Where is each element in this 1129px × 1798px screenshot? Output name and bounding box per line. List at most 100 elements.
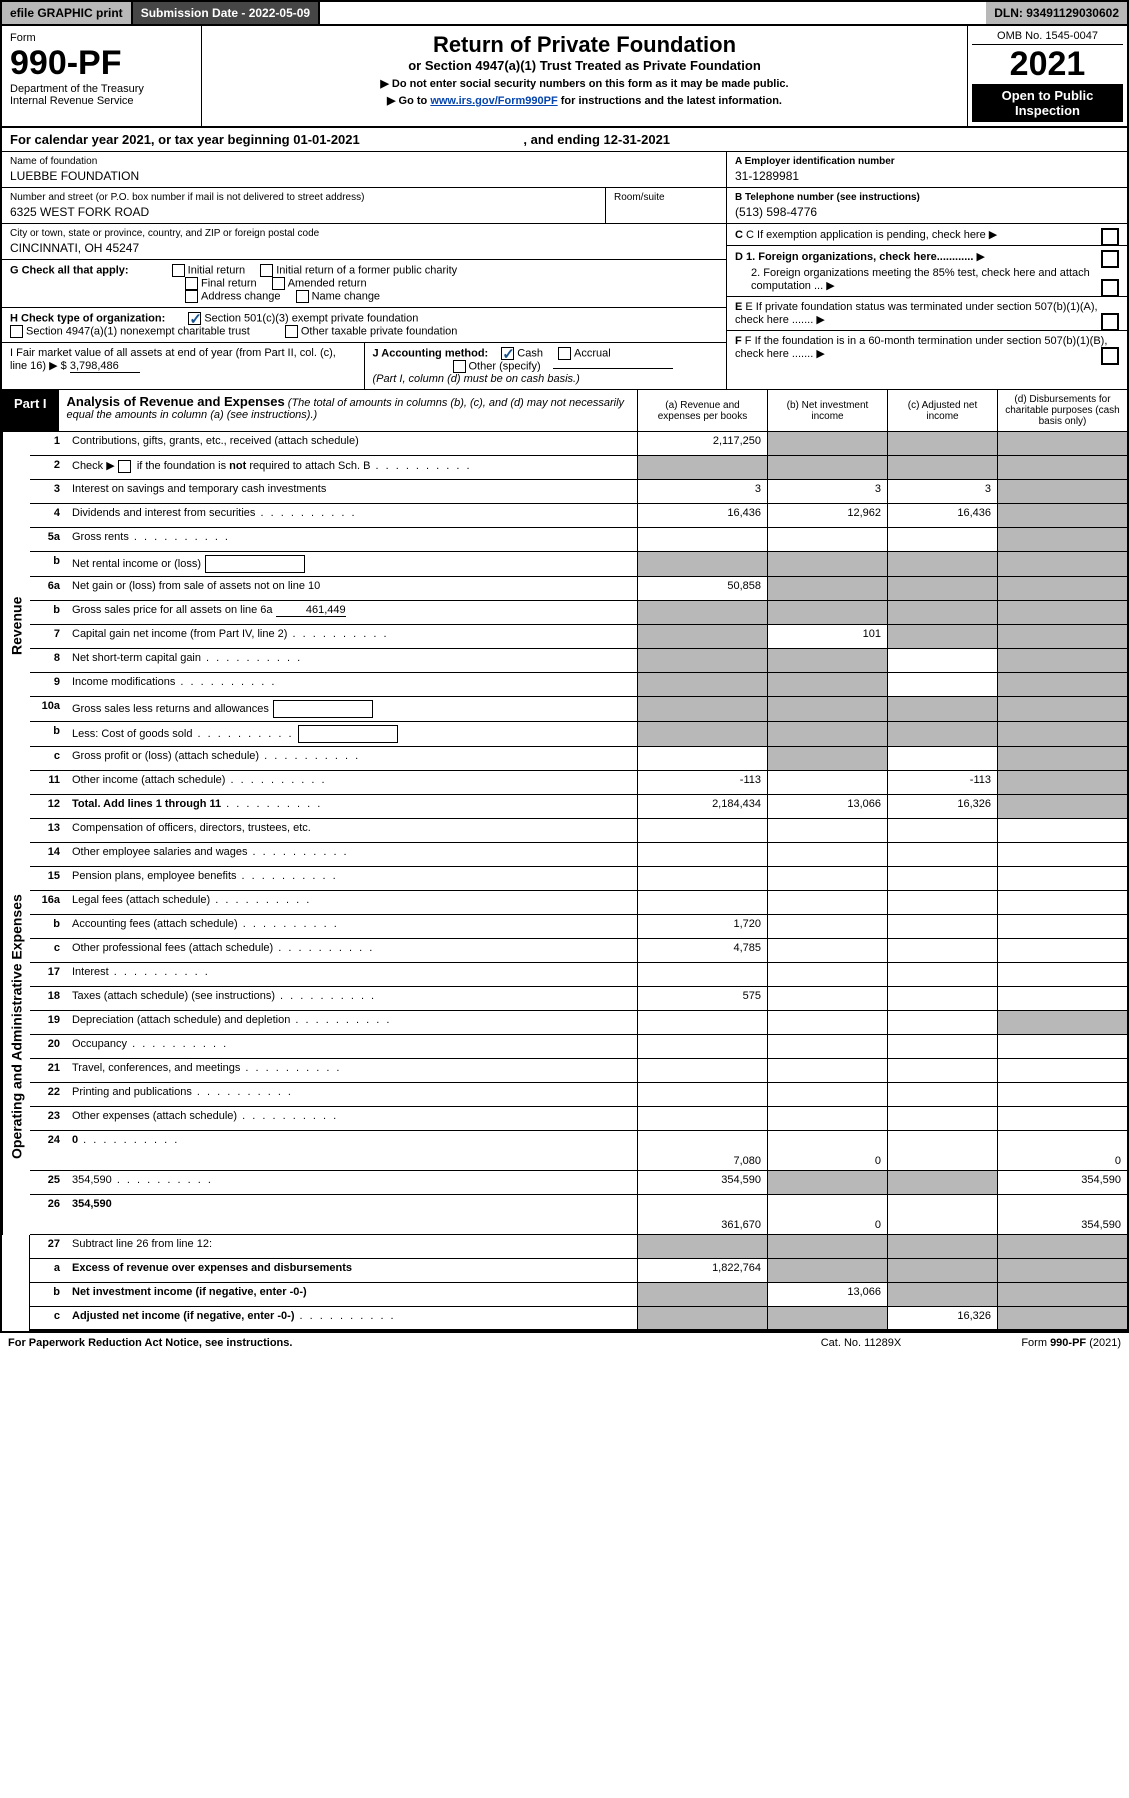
form-word: Form bbox=[10, 32, 193, 44]
chk-other-method[interactable]: Other (specify) bbox=[453, 360, 541, 373]
paperwork-notice: For Paperwork Reduction Act Notice, see … bbox=[8, 1337, 761, 1349]
row-27c: c Adjusted net income (if negative, ente… bbox=[30, 1307, 1127, 1331]
room-box: Room/suite bbox=[606, 188, 726, 223]
street-box: Number and street (or P.O. box number if… bbox=[2, 188, 606, 223]
row-3: 3 Interest on savings and temporary cash… bbox=[30, 480, 1127, 504]
revenue-rows: 1 Contributions, gifts, grants, etc., re… bbox=[30, 432, 1127, 819]
h-section: H Check type of organization: Section 50… bbox=[2, 308, 726, 343]
row-15: 15 Pension plans, employee benefits bbox=[30, 867, 1127, 891]
phone-box: B Telephone number (see instructions) (5… bbox=[727, 188, 1127, 224]
entity-left: Name of foundation LUEBBE FOUNDATION Num… bbox=[2, 152, 727, 389]
row-16a: 16a Legal fees (attach schedule) bbox=[30, 891, 1127, 915]
row-22: 22 Printing and publications bbox=[30, 1083, 1127, 1107]
form-title: Return of Private Foundation bbox=[210, 32, 959, 58]
j-note: (Part I, column (d) must be on cash basi… bbox=[373, 373, 580, 385]
row-27: 27 Subtract line 26 from line 12: bbox=[30, 1235, 1127, 1259]
form-note-link: ▶ Go to www.irs.gov/Form990PF for instru… bbox=[210, 94, 959, 107]
ein-label: A Employer identification number bbox=[735, 156, 895, 167]
page-footer: For Paperwork Reduction Act Notice, see … bbox=[0, 1333, 1129, 1353]
calendar-year-line: For calendar year 2021, or tax year begi… bbox=[2, 128, 1127, 152]
row-25: 25 354,590 354,590354,590 bbox=[30, 1171, 1127, 1195]
omb-number: OMB No. 1545-0047 bbox=[972, 30, 1123, 45]
ein-box: A Employer identification number 31-1289… bbox=[727, 152, 1127, 188]
row-24: 24 0 7,080 0 0 bbox=[30, 1131, 1127, 1171]
form-ref: Form 990-PF (2021) bbox=[961, 1337, 1121, 1349]
chk-cash[interactable]: Cash bbox=[501, 347, 543, 360]
row-10b: b Less: Cost of goods sold bbox=[30, 722, 1127, 747]
e-checkbox[interactable] bbox=[1101, 313, 1119, 331]
f-checkbox[interactable] bbox=[1101, 347, 1119, 365]
d1-label: D 1. Foreign organizations, check here..… bbox=[735, 251, 973, 263]
row-5a: 5a Gross rents bbox=[30, 528, 1127, 552]
chk-accrual[interactable]: Accrual bbox=[558, 347, 611, 360]
revenue-label: Revenue bbox=[2, 432, 30, 819]
room-label: Room/suite bbox=[614, 192, 718, 203]
row-27a: a Excess of revenue over expenses and di… bbox=[30, 1259, 1127, 1283]
expenses-label: Operating and Administrative Expenses bbox=[2, 819, 30, 1235]
form-subtitle: or Section 4947(a)(1) Trust Treated as P… bbox=[210, 58, 959, 73]
chk-address-change[interactable]: Address change bbox=[185, 290, 281, 303]
efile-label: efile GRAPHIC print bbox=[2, 2, 133, 24]
chk-initial-former[interactable]: Initial return of a former public charit… bbox=[260, 264, 457, 277]
row-6a: 6a Net gain or (loss) from sale of asset… bbox=[30, 577, 1127, 601]
city-box: City or town, state or province, country… bbox=[2, 224, 726, 260]
dept-treasury: Department of the Treasury bbox=[10, 83, 193, 95]
f-box: F F If the foundation is in a 60-month t… bbox=[727, 331, 1127, 364]
row-7: 7 Capital gain net income (from Part IV,… bbox=[30, 625, 1127, 649]
header-left: Form 990-PF Department of the Treasury I… bbox=[2, 26, 202, 126]
phone-label: B Telephone number (see instructions) bbox=[735, 192, 920, 203]
addr-label: Number and street (or P.O. box number if… bbox=[10, 192, 597, 203]
row-11: 11 Other income (attach schedule) -113 -… bbox=[30, 771, 1127, 795]
c-label: C If exemption application is pending, c… bbox=[746, 229, 986, 241]
chk-name-change[interactable]: Name change bbox=[296, 290, 381, 303]
foundation-name-box: Name of foundation LUEBBE FOUNDATION bbox=[2, 152, 726, 188]
schb-checkbox[interactable] bbox=[118, 460, 131, 473]
i-section: I Fair market value of all assets at end… bbox=[2, 343, 365, 389]
row-23: 23 Other expenses (attach schedule) bbox=[30, 1107, 1127, 1131]
revenue-table: Revenue 1 Contributions, gifts, grants, … bbox=[2, 432, 1127, 819]
chk-other-taxable[interactable]: Other taxable private foundation bbox=[285, 325, 458, 338]
e-box: E E If private foundation status was ter… bbox=[727, 297, 1127, 331]
form-note-ssn: ▶ Do not enter social security numbers o… bbox=[210, 77, 959, 90]
expenses-table: Operating and Administrative Expenses 13… bbox=[2, 819, 1127, 1235]
chk-final[interactable]: Final return bbox=[185, 277, 257, 290]
phone-value: (513) 598-4776 bbox=[735, 205, 1119, 219]
d2-checkbox[interactable] bbox=[1101, 279, 1119, 297]
col-d-header: (d) Disbursements for charitable purpose… bbox=[997, 390, 1127, 431]
irs-label: Internal Revenue Service bbox=[10, 95, 193, 107]
ij-section: I Fair market value of all assets at end… bbox=[2, 343, 726, 389]
c-box: C C If exemption application is pending,… bbox=[727, 224, 1127, 246]
row-18: 18 Taxes (attach schedule) (see instruct… bbox=[30, 987, 1127, 1011]
header-right: OMB No. 1545-0047 2021 Open to Public In… bbox=[967, 26, 1127, 126]
row-4: 4 Dividends and interest from securities… bbox=[30, 504, 1127, 528]
tax-year: 2021 bbox=[972, 45, 1123, 84]
chk-initial[interactable]: Initial return bbox=[172, 264, 245, 277]
row-9: 9 Income modifications bbox=[30, 673, 1127, 697]
row-16b: b Accounting fees (attach schedule) 1,72… bbox=[30, 915, 1127, 939]
part1-header: Part I Analysis of Revenue and Expenses … bbox=[2, 390, 1127, 432]
form-number: 990-PF bbox=[10, 44, 193, 83]
j-section: J Accounting method: Cash Accrual Other … bbox=[365, 343, 727, 389]
row-12: 12 Total. Add lines 1 through 11 2,184,4… bbox=[30, 795, 1127, 819]
part1-badge: Part I bbox=[2, 390, 59, 431]
address-row: Number and street (or P.O. box number if… bbox=[2, 188, 726, 224]
row-19: 19 Depreciation (attach schedule) and de… bbox=[30, 1011, 1127, 1035]
chk-501c3[interactable]: Section 501(c)(3) exempt private foundat… bbox=[188, 312, 418, 325]
g-section: G Check all that apply: Initial return I… bbox=[2, 260, 726, 308]
row-16c: c Other professional fees (attach schedu… bbox=[30, 939, 1127, 963]
open-public-badge: Open to Public Inspection bbox=[972, 84, 1123, 122]
row-6b: b Gross sales price for all assets on li… bbox=[30, 601, 1127, 625]
irs-link[interactable]: www.irs.gov/Form990PF bbox=[430, 95, 557, 107]
g-label: G Check all that apply: bbox=[10, 264, 129, 276]
foundation-name: LUEBBE FOUNDATION bbox=[10, 169, 718, 183]
entity-right: A Employer identification number 31-1289… bbox=[727, 152, 1127, 389]
chk-amended[interactable]: Amended return bbox=[272, 277, 367, 290]
col-b-header: (b) Net investment income bbox=[767, 390, 887, 431]
f-label: F If the foundation is in a 60-month ter… bbox=[735, 335, 1107, 360]
chk-4947[interactable]: Section 4947(a)(1) nonexempt charitable … bbox=[10, 325, 250, 338]
d1-checkbox[interactable] bbox=[1101, 250, 1119, 268]
c-checkbox[interactable] bbox=[1101, 228, 1119, 246]
row-14: 14 Other employee salaries and wages bbox=[30, 843, 1127, 867]
e-label: E If private foundation status was termi… bbox=[735, 301, 1098, 326]
row-8: 8 Net short-term capital gain bbox=[30, 649, 1127, 673]
